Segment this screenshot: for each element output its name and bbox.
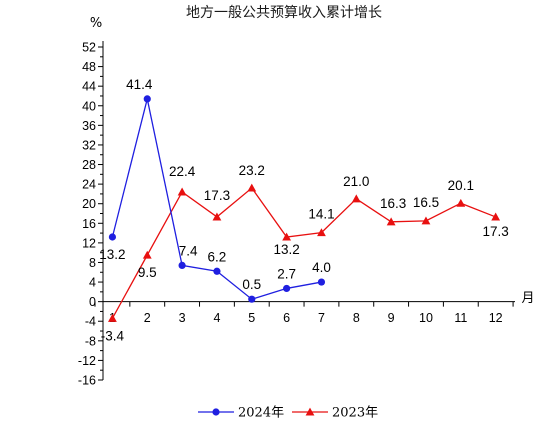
series-2024-point bbox=[283, 284, 291, 293]
series-2023-point bbox=[317, 228, 326, 237]
x-tick-label: 11 bbox=[454, 311, 467, 325]
x-tick-label: 4 bbox=[213, 311, 220, 325]
legend-2023-label: 2023年 bbox=[332, 406, 378, 421]
series-2023-data-label: 17.3 bbox=[204, 188, 230, 203]
series-2024-data-label: 7.4 bbox=[179, 243, 198, 258]
x-tick-label: 9 bbox=[388, 311, 395, 325]
series-2023-point bbox=[491, 212, 501, 221]
legend-2024-marker bbox=[212, 408, 220, 416]
y-tick-label: -4 bbox=[85, 315, 96, 329]
y-tick-label: 32 bbox=[82, 138, 96, 152]
series-2023-data-label: 16.3 bbox=[380, 196, 406, 211]
series-2024 bbox=[108, 95, 326, 303]
y-tick-label: 36 bbox=[82, 119, 96, 133]
series-2023-data-label: 9.5 bbox=[138, 265, 157, 280]
series-2023-data-label: 20.1 bbox=[448, 178, 474, 193]
y-tick-label: 40 bbox=[82, 99, 96, 113]
series-2023-data-label: 17.3 bbox=[483, 224, 509, 239]
series-2024-point bbox=[317, 278, 326, 286]
legend: 2024年 2023年 bbox=[198, 406, 378, 421]
series-2023-point bbox=[108, 313, 117, 322]
y-tick-label: 44 bbox=[82, 80, 96, 94]
series-2024-point bbox=[108, 233, 117, 241]
series-2024-point bbox=[143, 95, 151, 103]
series-2023-point bbox=[421, 216, 431, 225]
y-tick-label: -16 bbox=[78, 374, 96, 388]
series-2023-data-label: -3.4 bbox=[101, 328, 125, 343]
series-2023-point bbox=[351, 194, 361, 203]
y-tick-label: 8 bbox=[89, 256, 96, 270]
series-2023-data-label: 14.1 bbox=[308, 207, 334, 222]
series-2023-data-label: 22.4 bbox=[169, 164, 196, 179]
series-2024-data-label: 4.0 bbox=[312, 260, 331, 275]
series-2023-point bbox=[282, 232, 292, 241]
y-tick-label: 4 bbox=[89, 276, 96, 290]
x-tick-label: 10 bbox=[419, 311, 433, 325]
series-2024-point bbox=[178, 261, 186, 270]
series-2023-point bbox=[212, 212, 222, 221]
series-2024-data-label: 6.2 bbox=[208, 249, 227, 264]
series-2024-data-label: 41.4 bbox=[126, 77, 153, 92]
series-2023-point bbox=[142, 250, 152, 259]
y-tick-label: 52 bbox=[82, 41, 96, 55]
series-2023-point bbox=[177, 187, 187, 196]
y-tick-label: 24 bbox=[82, 178, 96, 192]
x-tick-label: 8 bbox=[353, 311, 360, 325]
series-2023-line bbox=[111, 187, 496, 319]
series-2024-data-label: 13.2 bbox=[99, 247, 125, 262]
axes: 5248444036322824201612840-4-8-12-1612345… bbox=[78, 41, 515, 388]
x-tick-label: 7 bbox=[318, 311, 325, 325]
x-axis-unit: 月 bbox=[521, 291, 534, 306]
y-tick-label: -12 bbox=[78, 354, 96, 368]
series-2023-point bbox=[247, 183, 257, 192]
series-2024-point bbox=[248, 295, 256, 303]
series-2023-point bbox=[456, 198, 466, 207]
series-2023-data-label: 21.0 bbox=[343, 174, 369, 189]
series-2023-point bbox=[386, 217, 396, 226]
data-labels: -3.4 9.5 22.4 17.3 23.2 13.2 14.1 21.0 16.3 16.5 2… bbox=[99, 77, 509, 343]
x-tick-label: 12 bbox=[489, 311, 503, 325]
x-tick-label: 6 bbox=[283, 311, 290, 325]
x-tick-label: 5 bbox=[248, 311, 255, 325]
legend-2024-label: 2024年 bbox=[238, 406, 284, 421]
y-tick-label: 0 bbox=[89, 295, 96, 309]
legend-2023-marker bbox=[305, 407, 315, 416]
y-tick-label: 48 bbox=[82, 60, 96, 74]
y-tick-label: -8 bbox=[85, 334, 96, 348]
x-tick-label: 2 bbox=[144, 311, 151, 325]
series-2023 bbox=[108, 183, 501, 322]
series-2024-data-label: 0.5 bbox=[242, 277, 261, 292]
series-2024-data-label: 2.7 bbox=[277, 266, 296, 281]
y-tick-label: 20 bbox=[82, 197, 96, 211]
series-2024-point bbox=[213, 267, 221, 275]
y-tick-label: 12 bbox=[82, 236, 96, 250]
y-tick-label: 28 bbox=[82, 158, 96, 172]
x-tick-label: 3 bbox=[179, 311, 186, 325]
series-2023-data-label: 16.5 bbox=[413, 195, 439, 210]
series-2023-data-label: 13.2 bbox=[273, 242, 299, 257]
y-axis-unit: % bbox=[90, 16, 102, 31]
y-tick-label: 16 bbox=[82, 217, 96, 231]
series-2023-data-label: 23.2 bbox=[239, 163, 265, 178]
chart-title: 地方一般公共预算收入累计增长 bbox=[186, 5, 382, 21]
